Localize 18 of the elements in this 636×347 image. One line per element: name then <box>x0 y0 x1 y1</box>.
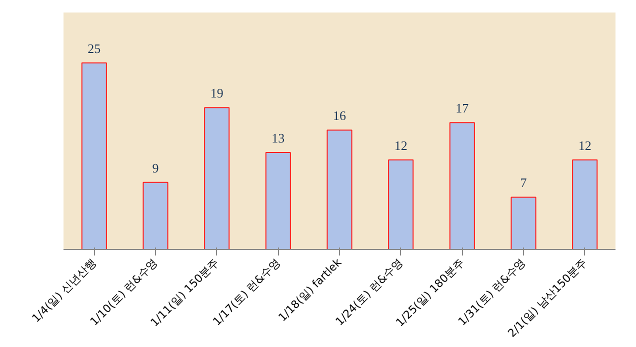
bar <box>81 62 107 250</box>
data-label: 12 <box>578 138 592 153</box>
bar <box>388 159 414 250</box>
bar <box>572 159 598 250</box>
bar <box>449 122 475 250</box>
data-label: 9 <box>152 160 159 176</box>
data-label: 17 <box>456 100 470 116</box>
data-label: 19 <box>210 86 224 101</box>
bar <box>204 107 230 250</box>
data-label: 16 <box>333 108 346 124</box>
data-label: 7 <box>520 175 528 190</box>
data-label: 12 <box>394 138 408 153</box>
data-label: 13 <box>272 130 285 146</box>
bar <box>142 182 168 250</box>
bar <box>265 152 291 250</box>
bar <box>510 196 536 250</box>
data-label: 25 <box>88 40 101 56</box>
bar <box>326 130 352 250</box>
